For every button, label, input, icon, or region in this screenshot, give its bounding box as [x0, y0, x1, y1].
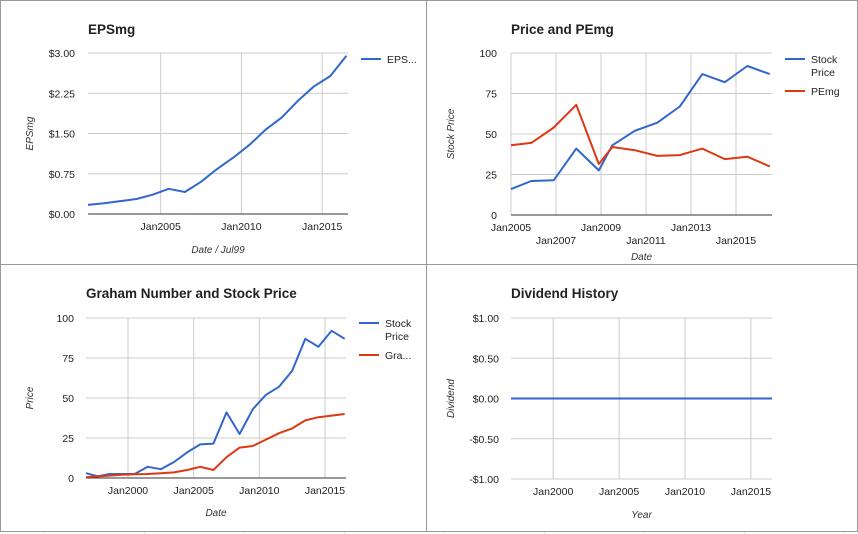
series-line-stock-price [85, 329, 346, 478]
y-tick-label: 75 [485, 89, 497, 101]
chart-eps: EPSmg $0.00 $0.75 $1.50 $2.25 $3.00 Jan2005 Jan… [25, 22, 417, 256]
legend-label: EPS... [387, 54, 417, 66]
x-tick-label: Jan2000 [533, 486, 573, 498]
chart-panel-eps[interactable]: EPSmg $0.00 $0.75 $1.50 $2.25 $3.00 Jan2005 Jan… [0, 0, 428, 265]
x-tick-label: Jan2010 [221, 221, 261, 233]
chart-graham: Graham Number and Stock Price 0 25 50 75 100 J… [25, 286, 412, 519]
chart-price-pe: Price and PEmg 0 25 50 75 100 Jan2005 Jan2007 Ja… [446, 22, 840, 263]
chart-panel-price-pe[interactable]: Price and PEmg 0 25 50 75 100 Jan2005 Jan2007 Ja… [426, 0, 858, 265]
x-tick-label: Jan2000 [108, 485, 148, 497]
y-tick-label: 100 [479, 48, 497, 60]
x-tick-label: Jan2005 [491, 222, 531, 234]
chart-title: EPSmg [88, 22, 135, 37]
chart-panel-dividend[interactable]: Dividend History -$1.00 -$0.50 $0.00 $0.50 $1… [426, 264, 858, 532]
x-tick-label: Jan2009 [581, 222, 621, 234]
series-line-eps [87, 55, 348, 206]
chart-panel-graham[interactable]: Graham Number and Stock Price 0 25 50 75 100 J… [0, 264, 428, 532]
y-tick-label: -$1.00 [469, 474, 499, 486]
y-tick-label: -$0.50 [469, 434, 499, 446]
x-axis-label: Year [631, 510, 652, 521]
x-tick-label: Jan2015 [716, 235, 756, 247]
y-tick-label: 100 [56, 313, 74, 325]
x-axis-label: Date / Jul99 [191, 245, 245, 256]
legend-label: Stock Price [811, 54, 838, 79]
y-tick-label: $0.50 [473, 353, 499, 365]
x-tick-label: Jan2013 [671, 222, 711, 234]
y-axis-label: Price [25, 386, 36, 409]
y-axis-label: Stock Price [446, 108, 457, 159]
x-tick-label: Jan2010 [239, 485, 279, 497]
legend-label: PEmg [811, 86, 840, 98]
legend-label: Gra... [385, 350, 411, 362]
y-tick-label: $0.75 [49, 169, 75, 181]
chart-title: Graham Number and Stock Price [86, 286, 297, 301]
y-tick-label: 50 [485, 129, 497, 141]
y-tick-label: $3.00 [49, 48, 75, 60]
x-axis-label: Date [631, 252, 653, 263]
y-tick-label: $2.25 [49, 88, 75, 100]
y-tick-label: 25 [62, 433, 74, 445]
series-line-stock-price [510, 65, 771, 191]
x-tick-label: Jan2007 [536, 235, 576, 247]
y-tick-label: 75 [62, 353, 74, 365]
x-tick-label: Jan2015 [305, 485, 345, 497]
legend-label: Stock Price [385, 318, 412, 343]
y-tick-label: 50 [62, 393, 74, 405]
chart-dividend: Dividend History -$1.00 -$0.50 $0.00 $0.50 $1… [446, 286, 772, 521]
y-tick-label: 0 [491, 210, 497, 222]
y-axis-label: Dividend [446, 379, 457, 418]
x-tick-label: Jan2005 [174, 485, 214, 497]
y-tick-label: 0 [68, 473, 74, 485]
x-tick-label: Jan2015 [302, 221, 342, 233]
y-tick-label: $1.50 [49, 129, 75, 141]
x-tick-label: Jan2010 [665, 486, 705, 498]
y-tick-label: $0.00 [49, 209, 75, 221]
chart-title: Dividend History [511, 286, 619, 301]
y-axis-label: EPSmg [25, 116, 36, 150]
series-line-pemg [510, 103, 771, 168]
y-tick-label: $1.00 [473, 313, 499, 325]
x-tick-label: Jan2015 [731, 486, 771, 498]
series-line-gra [85, 413, 345, 479]
y-tick-label: $0.00 [473, 394, 499, 406]
x-tick-label: Jan2005 [141, 221, 181, 233]
chart-title: Price and PEmg [511, 22, 614, 37]
x-tick-label: Jan2005 [599, 486, 639, 498]
y-tick-label: 25 [485, 170, 497, 182]
x-tick-label: Jan2011 [626, 235, 666, 247]
x-axis-label: Date [205, 508, 227, 519]
